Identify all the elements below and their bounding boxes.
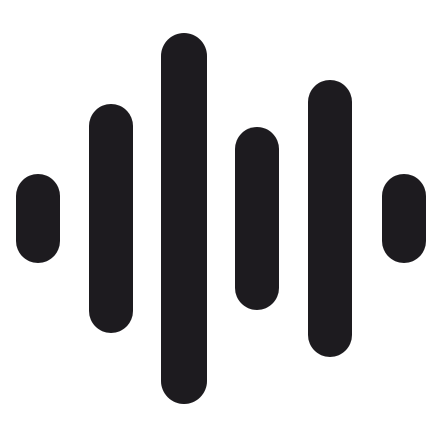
waveform-bar-4 [235,127,279,310]
waveform-bar-3 [161,33,207,404]
waveform-bar-1 [16,174,60,263]
waveform-bar-5 [308,80,352,357]
waveform-bar-6 [382,174,426,263]
waveform-bar-2 [89,104,133,333]
